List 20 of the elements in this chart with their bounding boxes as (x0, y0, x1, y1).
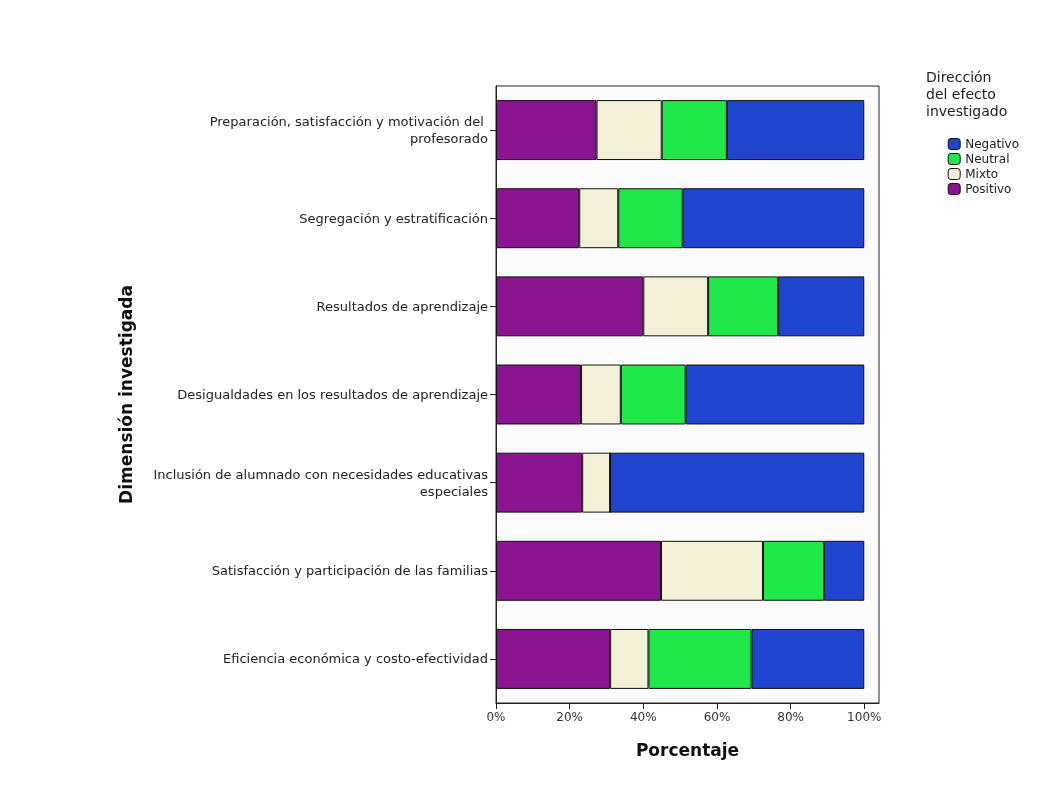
x-tick-label: 20% (556, 710, 583, 724)
x-tick-label: 100% (847, 710, 882, 724)
y-tick-label: Eficiencia económica y costo-efectividad (223, 651, 488, 667)
y-tick-label: Desigualdades en los resultados de aprendizaje (177, 387, 488, 402)
legend-label: Positivo (965, 182, 1012, 196)
legend-label: Neutral (965, 152, 1010, 166)
x-tick-label: 40% (629, 710, 657, 724)
y-tick-label: Resultados de aprendizaje (316, 298, 488, 314)
legend-label: Mixto (965, 167, 999, 181)
y-axis-title: Dimensión investigada (115, 285, 136, 504)
y-tick-label: Preparación, satisfacción y motivación del profesorado (209, 114, 489, 147)
x-tick-label: 80% (777, 710, 804, 724)
y-tick-label: Segregación y estratificación (299, 210, 488, 226)
y-tick-label: Satisfacción y participación de las familias (211, 563, 489, 579)
x-tick-label: 60% (703, 710, 731, 724)
legend-label: Negativo (965, 137, 1019, 151)
x-axis-title: Porcentaje (635, 739, 740, 760)
x-tick-label: 0% (486, 710, 506, 724)
legend-title: Dirección del efecto investigado (926, 68, 1008, 119)
y-tick-label: Inclusión de alumnado con necesidades educativas especiales (153, 466, 489, 499)
